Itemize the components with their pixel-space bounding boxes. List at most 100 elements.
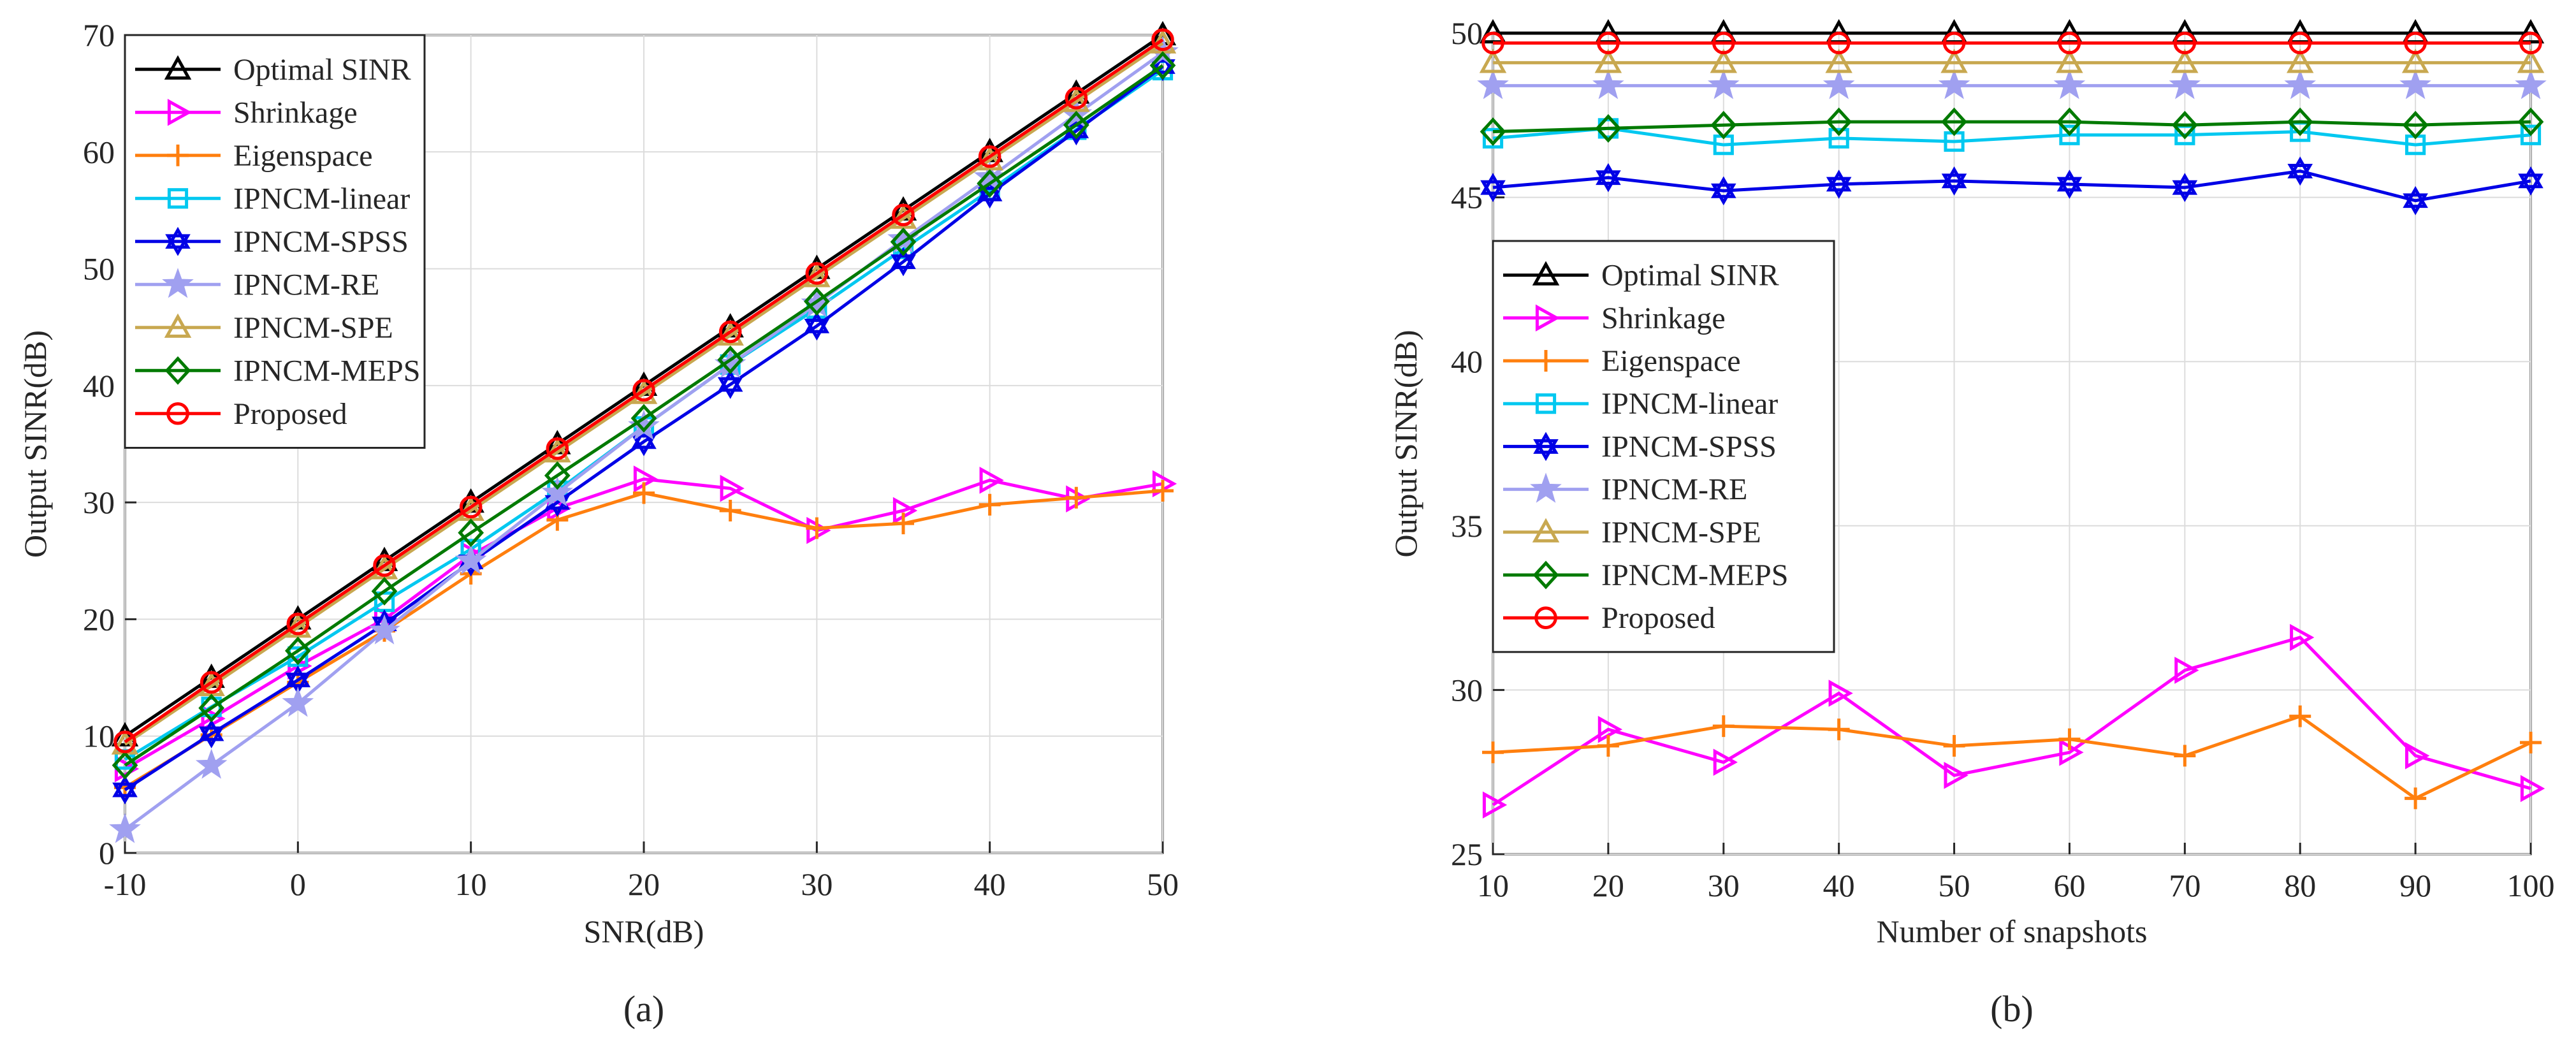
data-point bbox=[1594, 48, 1622, 73]
y-tick-label: 70 bbox=[83, 17, 115, 53]
data-point bbox=[2517, 48, 2545, 73]
data-point bbox=[2287, 107, 2313, 136]
data-point bbox=[1063, 110, 1089, 140]
data-point bbox=[198, 694, 225, 723]
data-point bbox=[1828, 718, 1850, 741]
legend-item: IPNCM-linear bbox=[1503, 387, 1778, 421]
data-point bbox=[2056, 48, 2083, 73]
data-point bbox=[2290, 623, 2315, 651]
legend-label: IPNCM-RE bbox=[233, 268, 379, 302]
legend-label: IPNCM-MEPS bbox=[1601, 558, 1788, 592]
data-point bbox=[2171, 48, 2199, 73]
legend-label: Optimal SINR bbox=[1601, 259, 1779, 293]
series-line bbox=[1492, 120, 2531, 134]
data-point bbox=[979, 493, 1001, 516]
data-point bbox=[1480, 173, 1506, 202]
data-point bbox=[1479, 48, 1507, 73]
data-point bbox=[113, 731, 136, 753]
legend-item: IPNCM-RE bbox=[1503, 472, 1747, 507]
data-point bbox=[2056, 107, 2083, 136]
x-tick-label: 90 bbox=[2399, 868, 2431, 903]
data-point bbox=[195, 748, 228, 779]
x-tick-label: 30 bbox=[801, 866, 833, 902]
data-point bbox=[2053, 69, 2086, 99]
legend-item: Eigenspace bbox=[1503, 344, 1741, 378]
data-point bbox=[2399, 69, 2431, 99]
data-point bbox=[1480, 117, 1506, 146]
data-point bbox=[1826, 107, 1852, 136]
data-point bbox=[1828, 127, 1849, 149]
series-line bbox=[1492, 636, 2531, 806]
x-axis-label: SNR(dB) bbox=[584, 913, 704, 949]
legend-label: IPNCM-linear bbox=[1601, 387, 1778, 421]
data-point bbox=[717, 370, 743, 399]
y-tick-label: 10 bbox=[83, 718, 115, 754]
legend-label: Shrinkage bbox=[233, 96, 358, 129]
data-point bbox=[1828, 680, 1853, 707]
data-point bbox=[1944, 762, 1968, 789]
data-point bbox=[286, 612, 310, 636]
legend-item: Proposed bbox=[135, 397, 347, 431]
data-point bbox=[1597, 715, 1623, 743]
series-proposed bbox=[1481, 31, 2542, 55]
data-point bbox=[1597, 734, 1619, 757]
legend-marker bbox=[167, 99, 193, 126]
legend-marker bbox=[164, 55, 192, 80]
data-point bbox=[720, 474, 745, 502]
chart-panel-a: -10 0 10 20 30 40 50010203040506070SNR(dB)Outp… bbox=[17, 17, 1179, 1030]
data-point bbox=[1065, 87, 1088, 110]
data-point bbox=[373, 554, 396, 577]
x-tick-label: 20 bbox=[1592, 868, 1624, 903]
data-point bbox=[1712, 31, 1735, 55]
data-point bbox=[1596, 163, 1621, 193]
legend-marker bbox=[1532, 518, 1560, 542]
legend-item: IPNCM-RE bbox=[135, 268, 379, 302]
x-tick-label: 40 bbox=[1823, 868, 1855, 903]
data-point bbox=[1597, 31, 1620, 55]
data-point bbox=[1477, 69, 1509, 99]
data-point bbox=[2405, 742, 2430, 769]
x-tick-label: 10 bbox=[455, 866, 487, 902]
data-point bbox=[1151, 28, 1174, 52]
data-point bbox=[2286, 48, 2314, 73]
legend-item: Optimal SINR bbox=[135, 53, 411, 87]
data-point bbox=[2056, 170, 2083, 199]
data-point bbox=[2289, 705, 2311, 727]
series-eigenspace bbox=[1482, 705, 2542, 810]
legend-item: Shrinkage bbox=[1503, 302, 1726, 335]
data-point bbox=[2174, 745, 2196, 767]
data-point bbox=[1592, 69, 1624, 99]
legend-marker bbox=[164, 313, 192, 338]
data-point bbox=[1595, 113, 1622, 143]
legend-label: Proposed bbox=[1601, 601, 1715, 635]
y-tick-label: 25 bbox=[1451, 836, 1483, 872]
series-ipncm-meps bbox=[112, 51, 1176, 780]
legend-marker bbox=[167, 144, 189, 166]
data-point bbox=[544, 461, 571, 490]
data-point bbox=[2171, 110, 2198, 140]
data-point bbox=[2518, 166, 2543, 196]
legend-marker bbox=[1535, 304, 1561, 332]
data-point bbox=[892, 513, 914, 535]
x-tick-label: 20 bbox=[628, 866, 660, 902]
data-point bbox=[805, 262, 829, 285]
data-point bbox=[2517, 107, 2544, 136]
data-point bbox=[1152, 479, 1174, 502]
legend-item: Eigenspace bbox=[135, 139, 373, 173]
data-point bbox=[977, 169, 1003, 198]
data-point bbox=[2058, 31, 2081, 55]
data-point bbox=[1482, 791, 1508, 819]
data-point bbox=[109, 813, 141, 843]
x-tick-label: 80 bbox=[2284, 868, 2316, 903]
data-point bbox=[1482, 741, 1504, 764]
legend-item: IPNCM-MEPS bbox=[135, 354, 420, 388]
legend-marker bbox=[167, 188, 189, 209]
data-point bbox=[1940, 48, 1968, 73]
legend-item: IPNCM-MEPS bbox=[1503, 558, 1788, 592]
axes: 10 20 30 40 50 60 70 80 90 100 25 30 35 40 45 50 bbox=[1451, 15, 2555, 903]
series-line bbox=[1492, 126, 2531, 147]
y-axis-label: Output SINR(dB) bbox=[1388, 330, 1423, 558]
x-tick-label: 30 bbox=[1708, 868, 1740, 903]
data-point bbox=[630, 404, 657, 433]
